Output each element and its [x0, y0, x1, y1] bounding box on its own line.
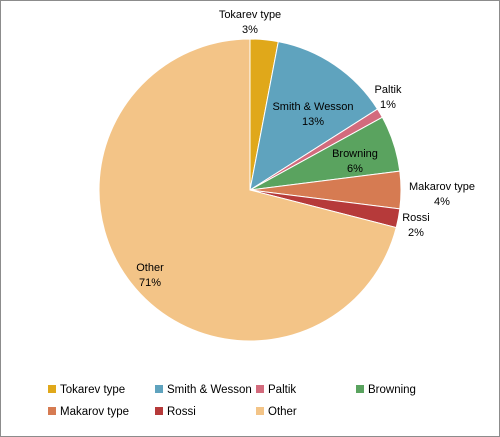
legend-label-tokarev-type: Tokarev type	[60, 384, 125, 396]
legend-swatch-browning	[356, 385, 364, 393]
slice-label-tokarev-type: Tokarev type 3%	[219, 9, 281, 36]
slice-label-smith-and-wesson: Smith & Wesson 13%	[272, 101, 353, 128]
legend-label-rossi: Rossi	[167, 406, 196, 418]
legend-swatch-other	[256, 407, 264, 415]
legend-label-paltik: Paltik	[268, 384, 296, 396]
legend-item-browning: Browning	[356, 384, 416, 396]
legend-swatch-smith-and-wesson	[155, 385, 163, 393]
legend-swatch-paltik	[256, 385, 264, 393]
slice-label-paltik: Paltik 1%	[375, 84, 402, 111]
slice-label-makarov-type: Makarov type 4%	[409, 181, 475, 208]
pie-slice-other	[98, 38, 397, 342]
slice-label-browning: Browning 6%	[332, 148, 378, 175]
legend-item-paltik: Paltik	[256, 384, 296, 396]
legend-swatch-tokarev-type	[48, 385, 56, 393]
legend-item-other: Other	[256, 406, 297, 418]
slice-label-rossi: Rossi 2%	[402, 212, 430, 239]
legend-item-makarov-type: Makarov type	[48, 406, 129, 418]
pie-slice-smith-and-wesson	[249, 41, 379, 192]
legend-label-other: Other	[268, 406, 297, 418]
slice-labels: Tokarev type 3% Smith & Wesson 13% Paltik 1% B…	[136, 9, 475, 289]
legend-label-browning: Browning	[368, 384, 416, 396]
slice-label-other: Other 71%	[136, 262, 164, 289]
legend-item-tokarev-type: Tokarev type	[48, 384, 125, 396]
legend-item-rossi: Rossi	[155, 406, 196, 418]
legend-swatch-rossi	[155, 407, 163, 415]
pie-slices	[98, 38, 402, 342]
legend-item-smith-and-wesson: Smith & Wesson	[155, 384, 252, 396]
legend-label-makarov-type: Makarov type	[60, 406, 129, 418]
legend: Tokarev type Smith & Wesson Paltik Browning…	[48, 384, 416, 418]
legend-label-smith-and-wesson: Smith & Wesson	[167, 384, 252, 396]
legend-swatch-makarov-type	[48, 407, 56, 415]
